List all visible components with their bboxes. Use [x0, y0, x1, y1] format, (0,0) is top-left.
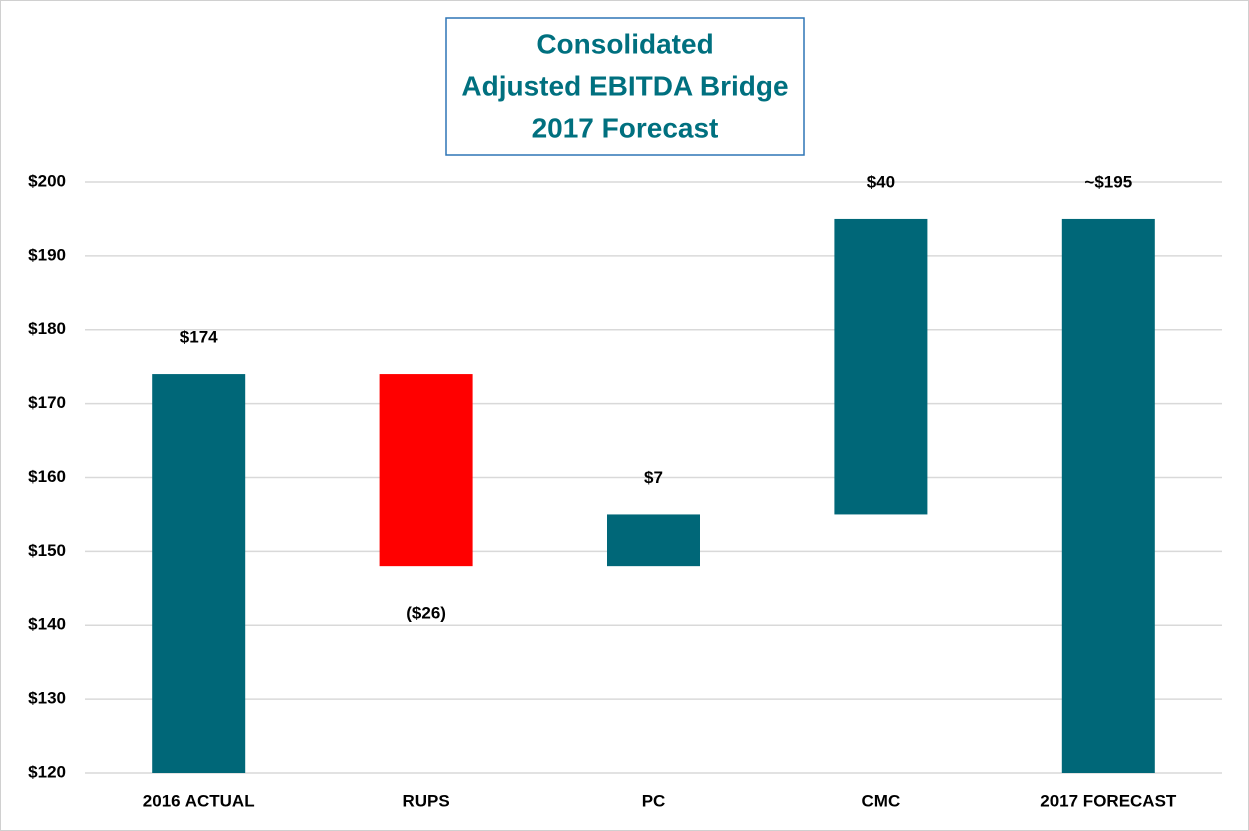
y-tick-label: $200 [28, 171, 66, 190]
x-tick-label: RUPS [402, 791, 449, 810]
bar [607, 514, 700, 567]
y-tick-label: $120 [28, 762, 66, 781]
x-tick-label: PC [642, 791, 666, 810]
data-label: $7 [644, 468, 663, 487]
data-label: ($26) [406, 604, 446, 623]
y-tick-label: $150 [28, 541, 66, 560]
data-label: $174 [180, 328, 218, 347]
y-tick-label: $190 [28, 245, 66, 264]
data-label: $40 [867, 172, 895, 191]
bar [379, 374, 473, 567]
data-label: ~$195 [1084, 172, 1132, 191]
bar [1061, 218, 1155, 773]
y-tick-label: $140 [28, 615, 66, 634]
x-tick-label: 2016 ACTUAL [143, 791, 255, 810]
title-box [445, 17, 805, 156]
chart-title: Consolidated [536, 28, 713, 59]
bar [834, 218, 928, 515]
x-tick-label: CMC [862, 791, 901, 810]
bar [152, 374, 246, 773]
x-tick-label: 2017 FORECAST [1040, 791, 1177, 810]
y-tick-label: $170 [28, 393, 66, 412]
y-tick-label: $130 [28, 689, 66, 708]
chart-title: 2017 Forecast [532, 112, 719, 143]
chart-title: Adjusted EBITDA Bridge [461, 70, 788, 101]
y-tick-label: $160 [28, 467, 66, 486]
y-tick-label: $180 [28, 319, 66, 338]
